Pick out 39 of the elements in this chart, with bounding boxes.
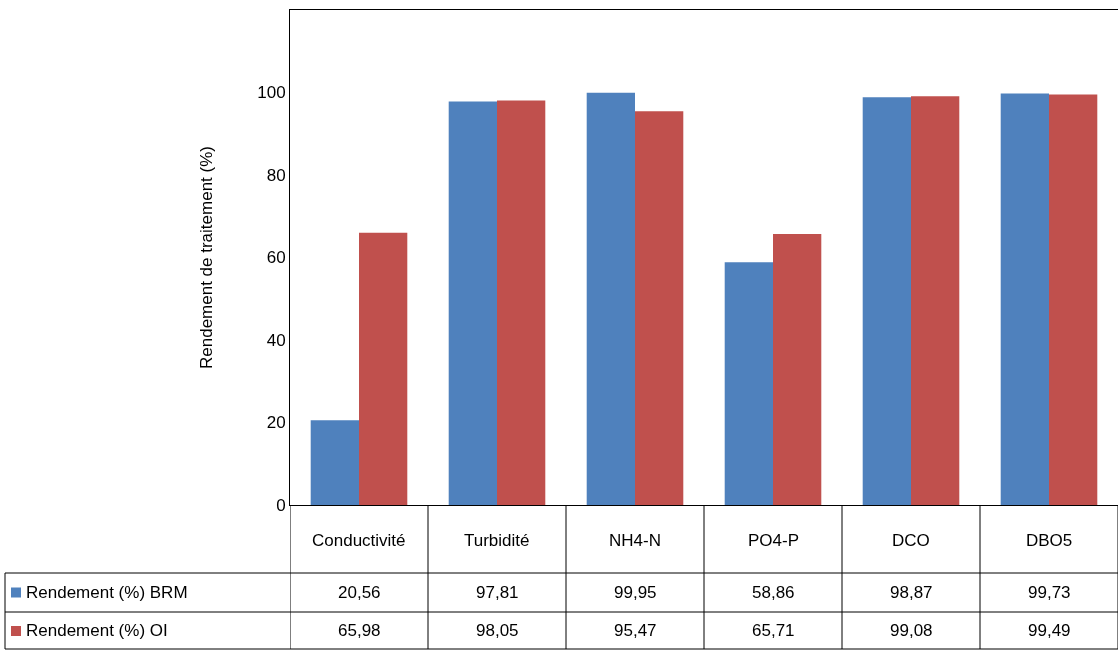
data-label: 99,49 <box>1028 621 1071 640</box>
bar <box>724 262 773 505</box>
data-label: 20,56 <box>338 583 381 602</box>
bar <box>1000 93 1049 505</box>
x-tick-label: NH4-N <box>609 531 661 550</box>
data-label: 65,98 <box>338 621 381 640</box>
data-label: 98,05 <box>476 621 519 640</box>
data-label: 65,71 <box>752 621 795 640</box>
data-label: 99,95 <box>614 583 657 602</box>
bar <box>862 97 911 505</box>
data-label: 97,81 <box>476 583 519 602</box>
data-label: 58,86 <box>752 583 795 602</box>
legend-label: Rendement (%) OI <box>26 621 168 640</box>
y-tick-label: 0 <box>276 495 286 515</box>
data-label: 99,08 <box>890 621 933 640</box>
y-axis-title: Rendement de traitement (%) <box>196 146 216 369</box>
x-tick-label: PO4-P <box>748 531 800 550</box>
data-label: 95,47 <box>614 621 657 640</box>
data-label: 98,87 <box>890 583 933 602</box>
bar <box>359 232 408 505</box>
y-tick-label: 80 <box>266 165 286 185</box>
bar <box>497 100 546 505</box>
x-tick-label: DCO <box>892 531 930 550</box>
y-tick-label: 60 <box>266 248 286 268</box>
bar <box>448 101 497 505</box>
y-tick-label: 100 <box>257 83 286 103</box>
x-tick-label: DBO5 <box>1026 531 1073 550</box>
bar <box>773 233 822 505</box>
y-tick-label: 20 <box>266 413 286 433</box>
bar <box>635 111 684 505</box>
bar <box>310 420 359 505</box>
bar <box>1049 94 1098 505</box>
legend-label: Rendement (%) BRM <box>26 583 188 602</box>
x-tick-label: Conductivité <box>312 531 406 550</box>
x-tick-label: Turbidité <box>464 531 530 550</box>
bar <box>911 96 960 505</box>
data-label: 99,73 <box>1028 583 1071 602</box>
bar <box>586 92 635 505</box>
y-tick-label: 40 <box>266 330 286 350</box>
